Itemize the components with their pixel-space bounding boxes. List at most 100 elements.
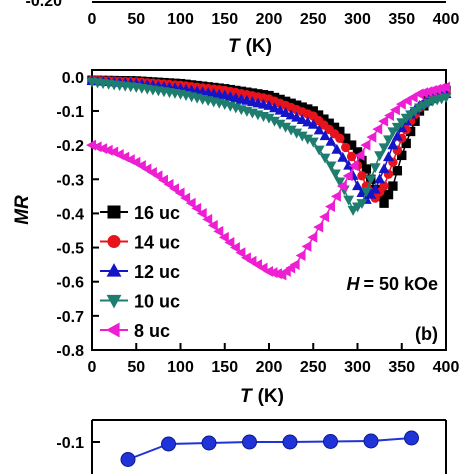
- data-point: [346, 151, 357, 162]
- data-point: [180, 192, 191, 204]
- x-tick-label: 150: [211, 359, 238, 376]
- legend-label: 8 uc: [134, 321, 170, 341]
- data-point: [263, 99, 275, 110]
- top-x-axis-unit: (K): [246, 36, 272, 57]
- data-point: [391, 122, 403, 133]
- data-point: [146, 166, 157, 178]
- data-point: [246, 255, 257, 267]
- data-point: [378, 115, 389, 127]
- data-point: [224, 236, 235, 248]
- legend-label: 12 uc: [134, 262, 180, 282]
- data-point: [289, 259, 300, 271]
- x-tick-label: 0: [88, 359, 97, 376]
- data-point: [343, 195, 355, 206]
- field-annotation-value: = 50 kOe: [363, 274, 438, 294]
- data-point: [372, 123, 383, 135]
- data-point: [158, 174, 168, 186]
- data-point: [383, 151, 394, 162]
- data-point: [196, 207, 207, 219]
- y-axis-label: MR: [12, 195, 33, 225]
- data-point: [379, 198, 389, 208]
- data-point: [374, 173, 386, 184]
- data-point: [163, 178, 174, 190]
- data-point: [274, 104, 286, 115]
- top-xtick-label: 250: [300, 11, 327, 28]
- y-tick-label: -0.6: [56, 275, 84, 292]
- data-point: [330, 190, 341, 202]
- data-point: [202, 213, 213, 225]
- data-point: [325, 201, 336, 213]
- data-point: [389, 104, 400, 116]
- data-point: [337, 151, 349, 162]
- data-point: [365, 188, 377, 199]
- data-point: [185, 197, 196, 209]
- data-point: [280, 107, 292, 117]
- data-point: [387, 139, 399, 150]
- main-series: [86, 75, 452, 281]
- top-x-axis-var: T: [228, 36, 241, 57]
- data-point: [388, 181, 398, 191]
- data-point: [360, 187, 372, 198]
- x-axis-unit: (K): [258, 386, 284, 407]
- top-xtick-label: 200: [256, 11, 283, 28]
- data-point: [383, 135, 394, 146]
- top-xtick-label: 400: [433, 11, 460, 28]
- panel-label: (b): [415, 324, 438, 344]
- data-point: [325, 135, 337, 146]
- data-point: [257, 262, 268, 274]
- data-point: [191, 202, 202, 214]
- data-point: [152, 170, 163, 182]
- data-point: [396, 118, 408, 129]
- data-point: [334, 177, 346, 188]
- data-point: [269, 102, 280, 113]
- data-point: [130, 156, 141, 168]
- x-tick-label: 250: [300, 359, 327, 376]
- bottom-ytick-label: -0.1: [56, 435, 84, 452]
- data-point: [307, 231, 318, 243]
- data-point: [341, 142, 351, 153]
- y-tick-label: -0.1: [56, 104, 84, 121]
- bottom-data-point: [120, 452, 136, 467]
- data-point: [357, 171, 367, 181]
- data-point: [313, 145, 325, 156]
- data-point: [313, 221, 324, 233]
- data-point: [348, 160, 359, 172]
- x-tick-label: 200: [256, 359, 283, 376]
- data-point: [319, 211, 330, 223]
- data-point: [213, 225, 224, 237]
- legend-marker: [106, 263, 122, 277]
- y-tick-label: 0.0: [62, 70, 84, 87]
- data-point: [319, 153, 331, 164]
- data-point: [241, 252, 251, 264]
- bottom-data-point: [242, 434, 257, 450]
- top-xtick-label: 0: [88, 11, 97, 28]
- bottom-data-point: [161, 436, 176, 452]
- data-point: [378, 163, 390, 174]
- bottom-data-point: [282, 434, 298, 450]
- data-point: [342, 170, 353, 182]
- data-point: [374, 151, 386, 162]
- legend-label: 10 uc: [134, 292, 180, 312]
- data-point: [401, 95, 412, 107]
- data-point: [325, 161, 337, 172]
- top-xtick-label: 50: [127, 11, 145, 28]
- data-point: [392, 166, 403, 176]
- data-point: [235, 247, 246, 259]
- field-annotation-var: H: [346, 274, 360, 294]
- x-tick-label: 100: [167, 359, 194, 376]
- y-tick-label: -0.3: [56, 172, 84, 189]
- data-point: [335, 133, 345, 143]
- data-point: [296, 114, 308, 125]
- top-xtick-labels: 0 50 100 150 200 250 300 350 400: [88, 11, 460, 28]
- legend-marker: [107, 205, 121, 219]
- data-point: [440, 93, 452, 104]
- bottom-data-point: [363, 433, 379, 449]
- data-point: [360, 139, 371, 151]
- top-panel: -0.20 0 50 100 150 200 250 300 350 400 T (K): [26, 0, 460, 57]
- legend: 16 uc 14 uc 12 uc 10 uc 8 uc: [100, 203, 180, 341]
- data-point: [383, 189, 394, 200]
- data-point: [319, 130, 331, 141]
- top-x-axis-label: T (K): [228, 36, 272, 57]
- x-axis-var: T: [240, 386, 253, 407]
